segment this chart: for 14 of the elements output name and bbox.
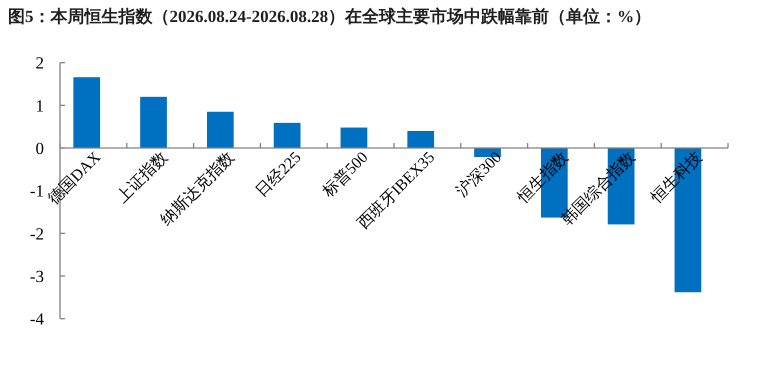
y-tick-label: -1 bbox=[30, 182, 44, 201]
x-tick-label: 恒生指数 bbox=[513, 148, 572, 207]
x-tick-label: 标普500 bbox=[318, 148, 372, 202]
y-tick-label: 0 bbox=[36, 139, 44, 158]
y-tick-label: -4 bbox=[30, 310, 44, 329]
y-tick-label: 1 bbox=[36, 96, 44, 116]
chart-title: 图5：本周恒生指数（2026.08.24-2026.08.28）在全球主要市场中跌幅靠前（单位：%） bbox=[8, 7, 652, 26]
y-tick-label: 2 bbox=[36, 54, 44, 73]
x-tick-label: 上证指数 bbox=[113, 148, 172, 206]
y-tick-label: -3 bbox=[30, 267, 44, 286]
x-tick-label: 日经225 bbox=[253, 148, 305, 200]
y-tick-label: -2 bbox=[30, 224, 44, 244]
x-tick-label: 恒生科技 bbox=[646, 148, 706, 207]
x-tick-label: 沪深300 bbox=[452, 148, 506, 200]
